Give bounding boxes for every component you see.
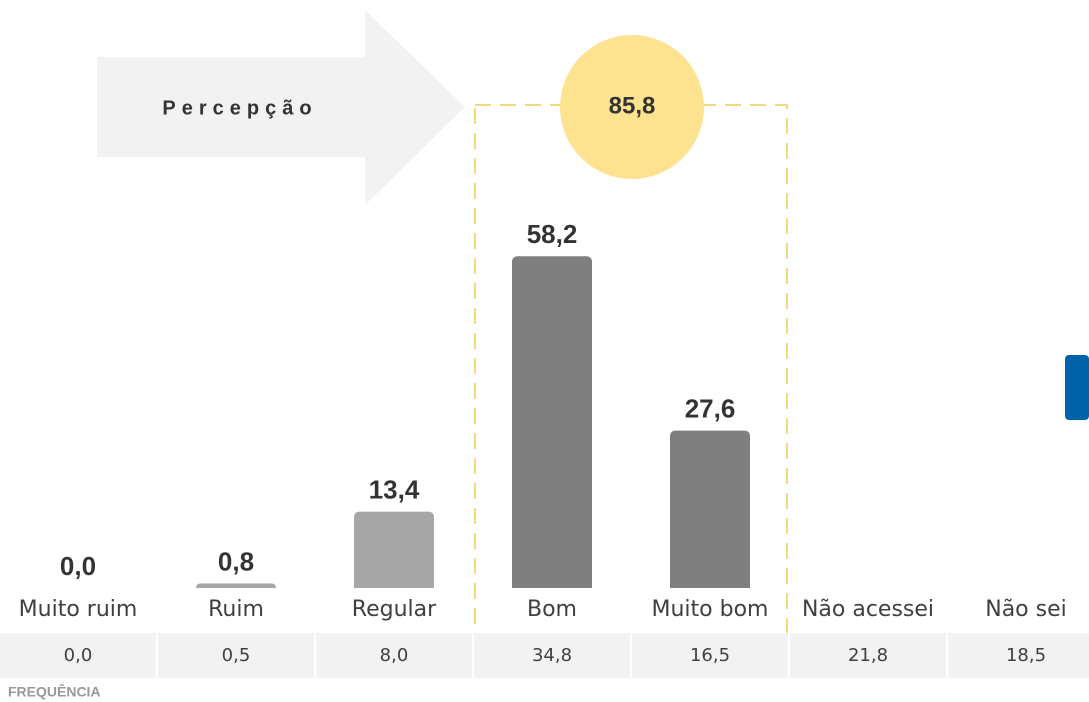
- frequency-value: 34,8: [532, 645, 572, 666]
- frequency-label: FREQUÊNCIA: [8, 683, 101, 700]
- x-tick-label: Regular: [352, 597, 437, 622]
- bar: [670, 430, 750, 588]
- x-tick-label: Não acessei: [802, 597, 934, 622]
- frequency-value: 21,8: [848, 645, 888, 666]
- bar: [512, 256, 592, 588]
- highlight-value: 85,8: [609, 92, 656, 119]
- frequency-row: [0, 633, 1089, 678]
- x-tick-label: Muito ruim: [19, 597, 138, 622]
- frequency-value: 16,5: [690, 645, 730, 666]
- frequency-value: 8,0: [380, 645, 409, 666]
- value-label: 0,0: [60, 551, 96, 581]
- x-tick-label: Não sei: [985, 597, 1067, 622]
- highlight-circle: [560, 35, 704, 179]
- value-label: 58,2: [527, 219, 578, 249]
- value-label: 0,8: [218, 546, 254, 576]
- x-tick-label: Ruim: [208, 597, 264, 622]
- frequency-value: 18,5: [1006, 645, 1046, 666]
- bar: [196, 583, 276, 588]
- frequency-value: 0,0: [64, 645, 93, 666]
- value-label: 13,4: [369, 474, 420, 504]
- highlight-label: Percepção: [162, 97, 317, 119]
- arrow: [97, 10, 465, 205]
- x-tick-label: Muito bom: [652, 597, 769, 622]
- side-tab[interactable]: [1065, 355, 1089, 420]
- x-tick-label: Bom: [527, 597, 577, 622]
- frequency-value: 0,5: [222, 645, 251, 666]
- bar: [354, 511, 434, 588]
- value-label: 27,6: [685, 394, 736, 424]
